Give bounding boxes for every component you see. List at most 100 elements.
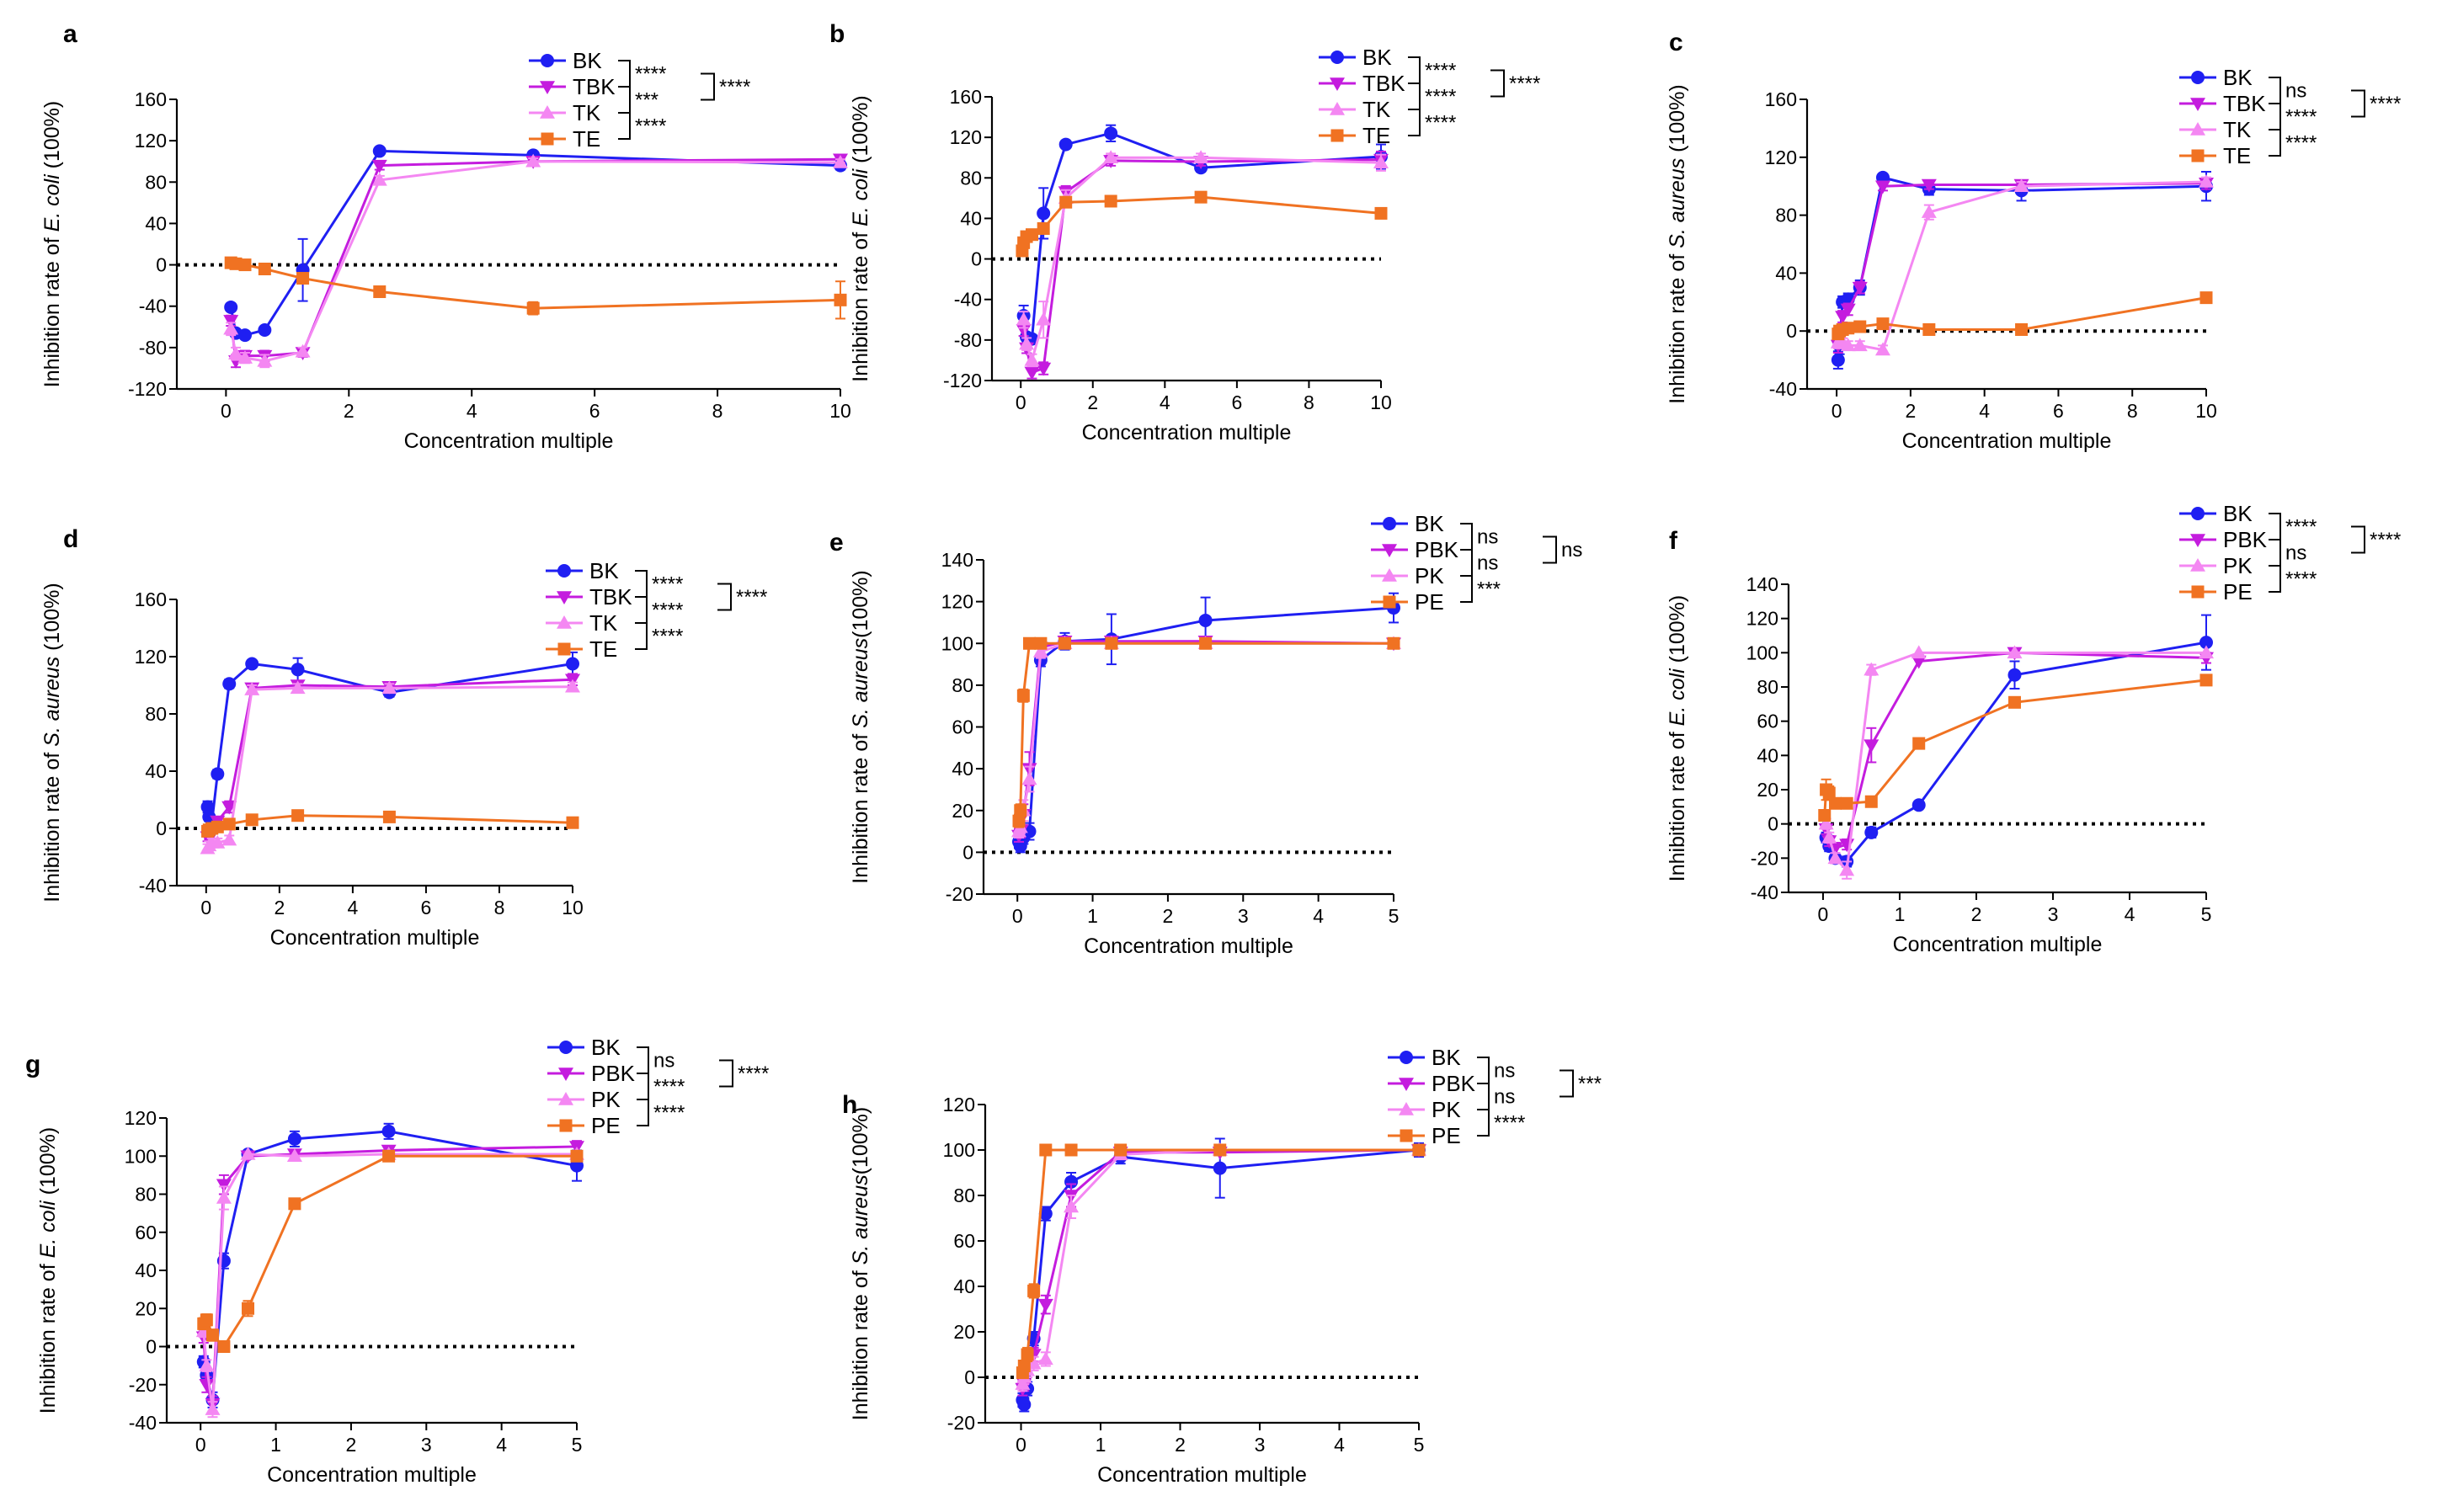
data-point <box>1374 206 1388 220</box>
chart-panel-h: h -20 0 20 40 60 80 100 120 0 1 2 3 4 5 Concentration m… <box>842 1045 1602 1487</box>
data-point <box>221 801 237 815</box>
x-tick-label: 5 <box>2201 903 2212 925</box>
data-point <box>1023 636 1037 650</box>
x-tick-label: 2 <box>346 1434 357 1456</box>
legend-label-tbk: TBK <box>2223 91 2266 116</box>
y-tick-label: 120 <box>135 646 167 668</box>
data-point <box>288 1197 301 1211</box>
data-point <box>381 680 397 695</box>
x-tick-label: 4 <box>347 897 358 918</box>
y-tick-label: 0 <box>146 1336 157 1358</box>
data-point <box>295 343 311 358</box>
data-point <box>224 300 238 314</box>
significance-label: **** <box>1425 86 1456 109</box>
data-point <box>1037 1351 1053 1366</box>
significance-label-outer: ns <box>1561 539 1582 562</box>
data-point <box>1012 814 1026 828</box>
series-pk <box>195 1146 584 1419</box>
significance-bracket <box>618 86 631 114</box>
legend-label-te: TE <box>573 126 600 152</box>
significance-bracket <box>635 596 648 624</box>
series-line <box>202 1153 577 1410</box>
legend-marker <box>557 615 572 629</box>
data-point <box>1387 636 1400 650</box>
data-point <box>244 682 260 695</box>
data-point <box>1025 228 1038 242</box>
data-point <box>1064 1143 1078 1157</box>
legend-marker <box>1400 1051 1413 1064</box>
significance-bracket-outer <box>717 583 732 611</box>
legend-marker <box>1383 595 1396 609</box>
series-line <box>1017 642 1394 822</box>
x-tick-label: 6 <box>589 400 600 422</box>
legend-marker <box>2191 71 2205 84</box>
significance-label-outer: **** <box>2370 529 2401 551</box>
x-tick-label: 10 <box>562 897 584 918</box>
y-tick-label: -120 <box>943 370 982 391</box>
legend-marker <box>2190 534 2205 547</box>
data-point <box>1058 636 1072 650</box>
x-tick-label: 0 <box>221 400 232 422</box>
y-tick-label: -80 <box>954 329 982 351</box>
y-tick-label: 80 <box>135 1184 157 1206</box>
y-tick-label: 60 <box>1757 711 1778 732</box>
significance-label: **** <box>635 115 666 138</box>
data-point <box>1014 804 1027 817</box>
legend-marker <box>1330 77 1345 91</box>
data-point <box>1034 636 1048 650</box>
x-tick-label: 3 <box>421 1434 432 1456</box>
legend-label-bk: BK <box>591 1035 621 1060</box>
legend-label-tk: TK <box>589 610 618 636</box>
data-point <box>291 663 305 677</box>
legend-marker <box>557 564 571 578</box>
data-point <box>205 1402 221 1415</box>
data-point <box>1198 613 1213 627</box>
series-tk <box>223 153 848 369</box>
significance-bracket-outer <box>1490 69 1505 98</box>
data-point <box>1874 342 1890 356</box>
significance-label-outer: **** <box>738 1062 769 1085</box>
data-point <box>1114 1143 1128 1157</box>
y-tick-label: -40 <box>139 875 167 897</box>
data-point <box>1412 1143 1426 1157</box>
y-tick-label: 60 <box>135 1222 157 1243</box>
significance-label: ns <box>1494 1060 1515 1083</box>
legend-label-pk: PK <box>1415 563 1444 588</box>
legend-label-tbk: TBK <box>589 584 632 610</box>
significance-label: ns <box>2285 80 2306 103</box>
data-point <box>1213 1143 1227 1157</box>
x-tick-label: 8 <box>2127 400 2138 422</box>
y-tick-label: 120 <box>943 1094 975 1115</box>
y-tick-label: 140 <box>941 549 973 571</box>
y-axis-label: Inhibition rate of E. coli (100%) <box>849 95 872 381</box>
data-point <box>2007 645 2023 659</box>
panel-label: f <box>1669 527 1678 555</box>
significance-bracket <box>1460 523 1473 551</box>
series-pbk <box>195 1140 584 1413</box>
y-tick-label: 0 <box>1768 813 1778 835</box>
x-tick-label: 4 <box>467 400 477 422</box>
series-line <box>1825 651 2206 873</box>
chart-panel-a: a -120 -80 -40 0 40 80 120 160 0 2 4 6 8 10 Concentrati… <box>40 20 851 453</box>
data-point <box>286 1148 302 1162</box>
x-tick-label: 0 <box>1818 903 1829 925</box>
y-tick-label: 0 <box>156 254 167 276</box>
legend-marker <box>540 105 555 119</box>
significance-bracket <box>637 1046 649 1074</box>
data-point <box>1912 737 1926 750</box>
data-point <box>1864 825 1879 839</box>
x-tick-label: 4 <box>1313 905 1324 927</box>
y-tick-label: 120 <box>125 1107 157 1129</box>
x-axis-label: Concentration multiple <box>404 429 614 453</box>
data-point <box>373 285 387 299</box>
significance-bracket <box>2269 129 2281 157</box>
data-point <box>1863 662 1879 676</box>
series-tk <box>200 679 580 854</box>
legend-marker <box>557 642 571 656</box>
series-pk <box>1010 636 1401 839</box>
y-tick-label: 80 <box>953 1185 975 1206</box>
significance-bracket <box>2269 77 2281 104</box>
series-pe <box>197 1149 584 1353</box>
